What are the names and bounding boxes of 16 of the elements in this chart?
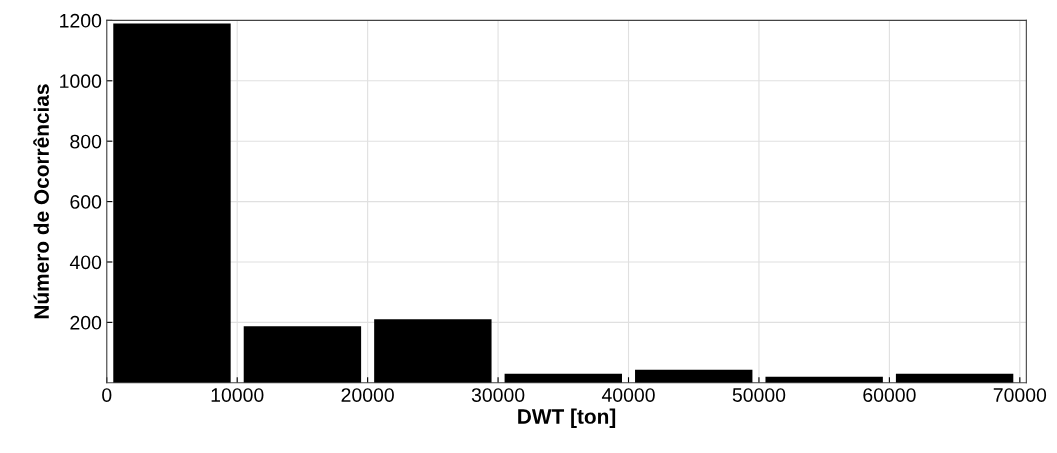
- x-tick-label: 50000: [732, 388, 786, 402]
- y-tick-label: 400: [69, 255, 102, 270]
- y-tick-label: 1000: [60, 74, 102, 89]
- y-axis-title: Número de Ocorrências: [33, 84, 49, 319]
- y-tick-label: 800: [70, 134, 102, 149]
- x-tick-label: 0: [102, 388, 112, 402]
- y-tick-label: 200: [70, 315, 102, 330]
- x-tick-label: 70000: [993, 388, 1047, 402]
- x-tick-label: 10000: [211, 388, 264, 402]
- x-tick-label: 20000: [341, 388, 394, 402]
- x-tick-label: 30000: [471, 388, 525, 402]
- x-tick-label: 40000: [601, 388, 655, 402]
- x-axis-title: DWT [ton]: [518, 408, 616, 428]
- y-tick-label: 600: [70, 195, 102, 209]
- y-tick-label: 1200: [60, 13, 102, 28]
- x-tick-label: 60000: [863, 388, 916, 402]
